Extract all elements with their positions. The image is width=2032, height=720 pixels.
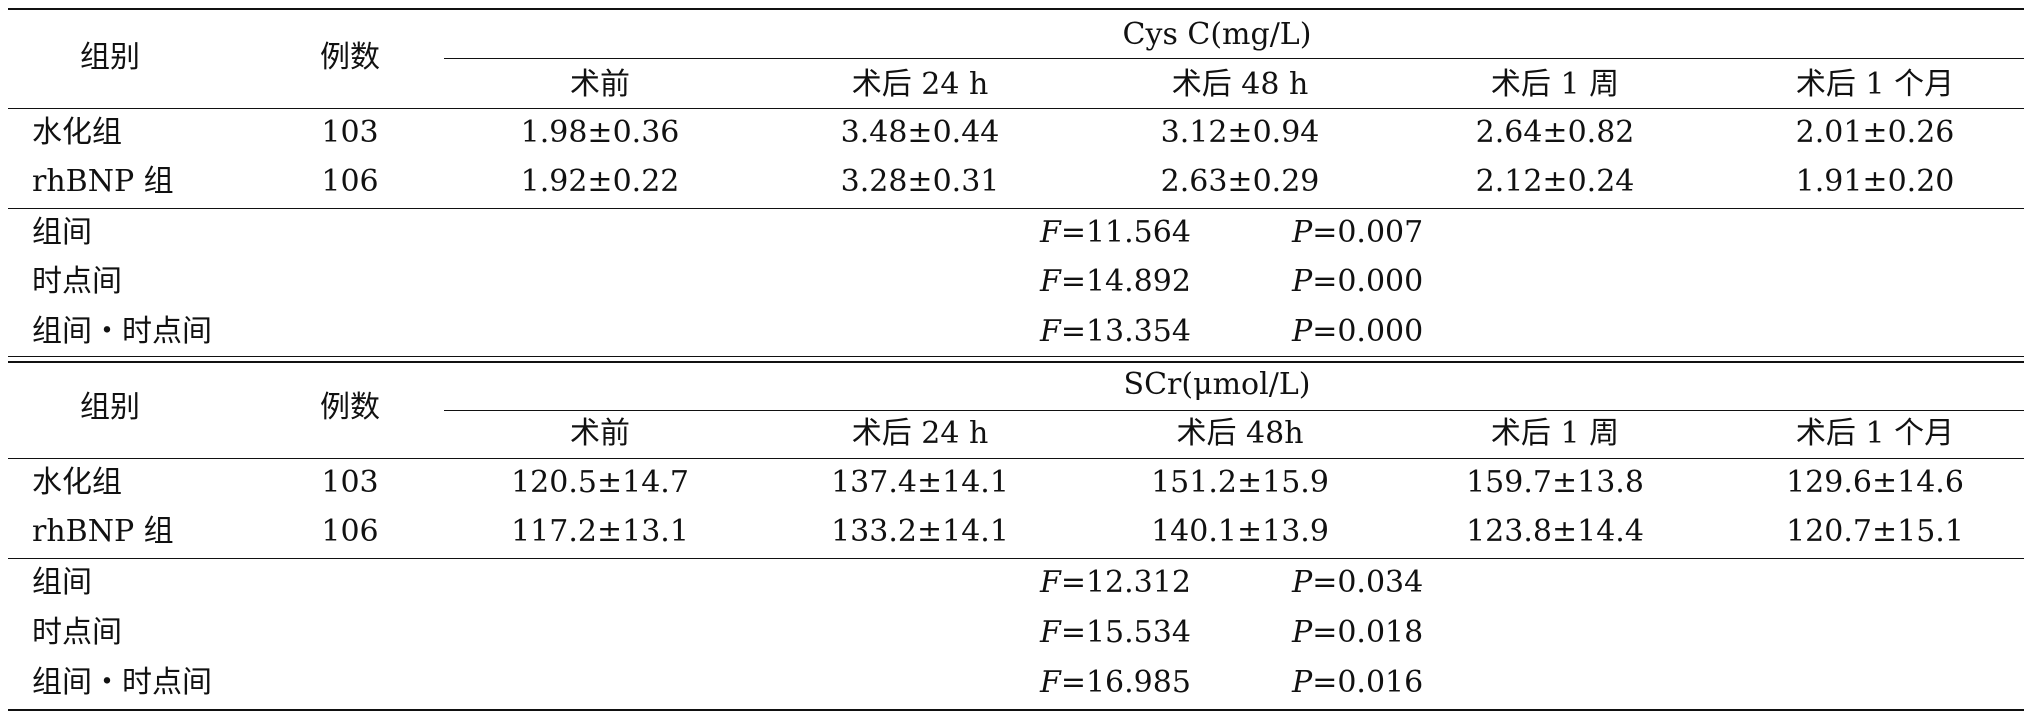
table1-row1-val5: 2.01±0.26 <box>1795 115 1955 150</box>
table1-spanner-rule <box>444 58 2024 59</box>
table1-col-header-5: 术后 1 个月 <box>1795 67 1955 102</box>
table1-stat1-f: F=11.564 <box>1040 218 1191 248</box>
table2-stat2-p: P=0.018 <box>1292 618 1423 648</box>
table1-stat2-p: P=0.000 <box>1292 267 1423 297</box>
table2-stat2-label: 时点间 <box>32 615 122 650</box>
table1-row2-val1: 1.92±0.22 <box>520 164 680 199</box>
table2-spanner-rule <box>444 410 2024 411</box>
table2-col-header-5: 术后 1 个月 <box>1795 416 1955 451</box>
table2-row2-group: rhBNP 组 <box>32 514 174 549</box>
table1-row1-val1: 1.98±0.36 <box>520 115 680 150</box>
table1-row2-group: rhBNP 组 <box>32 164 174 199</box>
table2-row2-n: 106 <box>321 514 379 549</box>
table1-row1-val3: 3.12±0.94 <box>1160 115 1320 150</box>
p-symbol: P <box>1292 314 1313 349</box>
table1-row1-val2: 3.48±0.44 <box>840 115 1000 150</box>
table2-row1-val3: 151.2±15.9 <box>1151 465 1329 500</box>
table1-stat3-p: P=0.000 <box>1292 317 1423 347</box>
table2-row1-val5: 129.6±14.6 <box>1786 465 1964 500</box>
table1-row2-val5: 1.91±0.20 <box>1795 164 1955 199</box>
p-symbol: P <box>1292 215 1313 250</box>
table1-group-header: 组别 <box>80 40 140 75</box>
table2-stat1-label: 组间 <box>32 565 92 600</box>
table2-row1-n: 103 <box>321 465 379 500</box>
table1-body-rule <box>8 208 2024 209</box>
table2-stat2-f-value: =15.534 <box>1060 615 1191 650</box>
table1-top-rule <box>8 8 2024 10</box>
table1-row1-group: 水化组 <box>32 115 122 150</box>
table1-stat3-f-value: =13.354 <box>1060 314 1191 349</box>
table2-stat2-f: F=15.534 <box>1040 618 1191 648</box>
f-symbol: F <box>1040 615 1061 650</box>
table2-body-rule <box>8 558 2024 559</box>
table2-stat3-f-value: =16.985 <box>1060 665 1191 700</box>
table1-measure-title: Cys C(mg/L) <box>1122 17 1312 52</box>
table1-row2-val2: 3.28±0.31 <box>840 164 1000 199</box>
table2-stat3-label: 组间・时点间 <box>32 665 212 700</box>
f-symbol: F <box>1040 665 1061 700</box>
table2-bottom-rule <box>8 709 2024 711</box>
table-separator-rule-upper <box>8 356 2024 357</box>
table2-header-rule <box>8 458 2024 459</box>
table1-row1-n: 103 <box>321 115 379 150</box>
p-symbol: P <box>1292 264 1313 299</box>
table2-col-header-3: 术后 48h <box>1176 416 1304 451</box>
p-symbol: P <box>1292 565 1313 600</box>
table1-col-header-1: 术前 <box>570 67 630 102</box>
table1-stat2-label: 时点间 <box>32 264 122 299</box>
table1-stat2-f-value: =14.892 <box>1060 264 1191 299</box>
table2-row1-val4: 159.7±13.8 <box>1466 465 1644 500</box>
table1-count-header: 例数 <box>320 40 380 75</box>
table1-stat1-p-value: =0.007 <box>1312 215 1424 250</box>
table1-row2-val3: 2.63±0.29 <box>1160 164 1320 199</box>
table1-col-header-3: 术后 48 h <box>1171 67 1309 102</box>
table2-row2-val1: 117.2±13.1 <box>511 514 689 549</box>
table1-stat3-p-value: =0.000 <box>1312 314 1424 349</box>
table1-col-header-4: 术后 1 周 <box>1490 67 1620 102</box>
table2-measure-title: SCr(μmol/L) <box>1123 367 1311 402</box>
table2-col-header-1: 术前 <box>570 416 630 451</box>
f-symbol: F <box>1040 264 1061 299</box>
table1-stat1-label: 组间 <box>32 215 92 250</box>
table2-stat1-p-value: =0.034 <box>1312 565 1424 600</box>
table2-row2-val3: 140.1±13.9 <box>1151 514 1329 549</box>
table1-col-header-2: 术后 24 h <box>851 67 989 102</box>
table1-stat3-label: 组间・时点间 <box>32 314 212 349</box>
table2-stat2-p-value: =0.018 <box>1312 615 1424 650</box>
table2-row2-val5: 120.7±15.1 <box>1786 514 1964 549</box>
table1-stat1-p: P=0.007 <box>1292 218 1423 248</box>
table2-row1-val1: 120.5±14.7 <box>511 465 689 500</box>
table1-row2-val4: 2.12±0.24 <box>1475 164 1635 199</box>
table1-row2-n: 106 <box>321 164 379 199</box>
table-separator-rule-lower <box>8 361 2024 363</box>
table1-header-rule <box>8 108 2024 109</box>
table2-stat1-f: F=12.312 <box>1040 568 1191 598</box>
table2-stat3-p-value: =0.016 <box>1312 665 1424 700</box>
table2-stat3-f: F=16.985 <box>1040 668 1191 698</box>
p-symbol: P <box>1292 615 1313 650</box>
table2-stat1-f-value: =12.312 <box>1060 565 1191 600</box>
table2-row1-val2: 137.4±14.1 <box>831 465 1009 500</box>
table2-group-header: 组别 <box>80 390 140 425</box>
table1-stat2-f: F=14.892 <box>1040 267 1191 297</box>
table2-row1-group: 水化组 <box>32 465 122 500</box>
table1-stat1-f-value: =11.564 <box>1060 215 1191 250</box>
table2-col-header-4: 术后 1 周 <box>1490 416 1620 451</box>
table1-row1-val4: 2.64±0.82 <box>1475 115 1635 150</box>
table2-row2-val2: 133.2±14.1 <box>831 514 1009 549</box>
p-symbol: P <box>1292 665 1313 700</box>
table2-row2-val4: 123.8±14.4 <box>1466 514 1644 549</box>
f-symbol: F <box>1040 565 1061 600</box>
table2-col-header-2: 术后 24 h <box>851 416 989 451</box>
f-symbol: F <box>1040 314 1061 349</box>
table2-count-header: 例数 <box>320 390 380 425</box>
f-symbol: F <box>1040 215 1061 250</box>
table2-stat3-p: P=0.016 <box>1292 668 1423 698</box>
table1-stat3-f: F=13.354 <box>1040 317 1191 347</box>
table2-stat1-p: P=0.034 <box>1292 568 1423 598</box>
table1-stat2-p-value: =0.000 <box>1312 264 1424 299</box>
